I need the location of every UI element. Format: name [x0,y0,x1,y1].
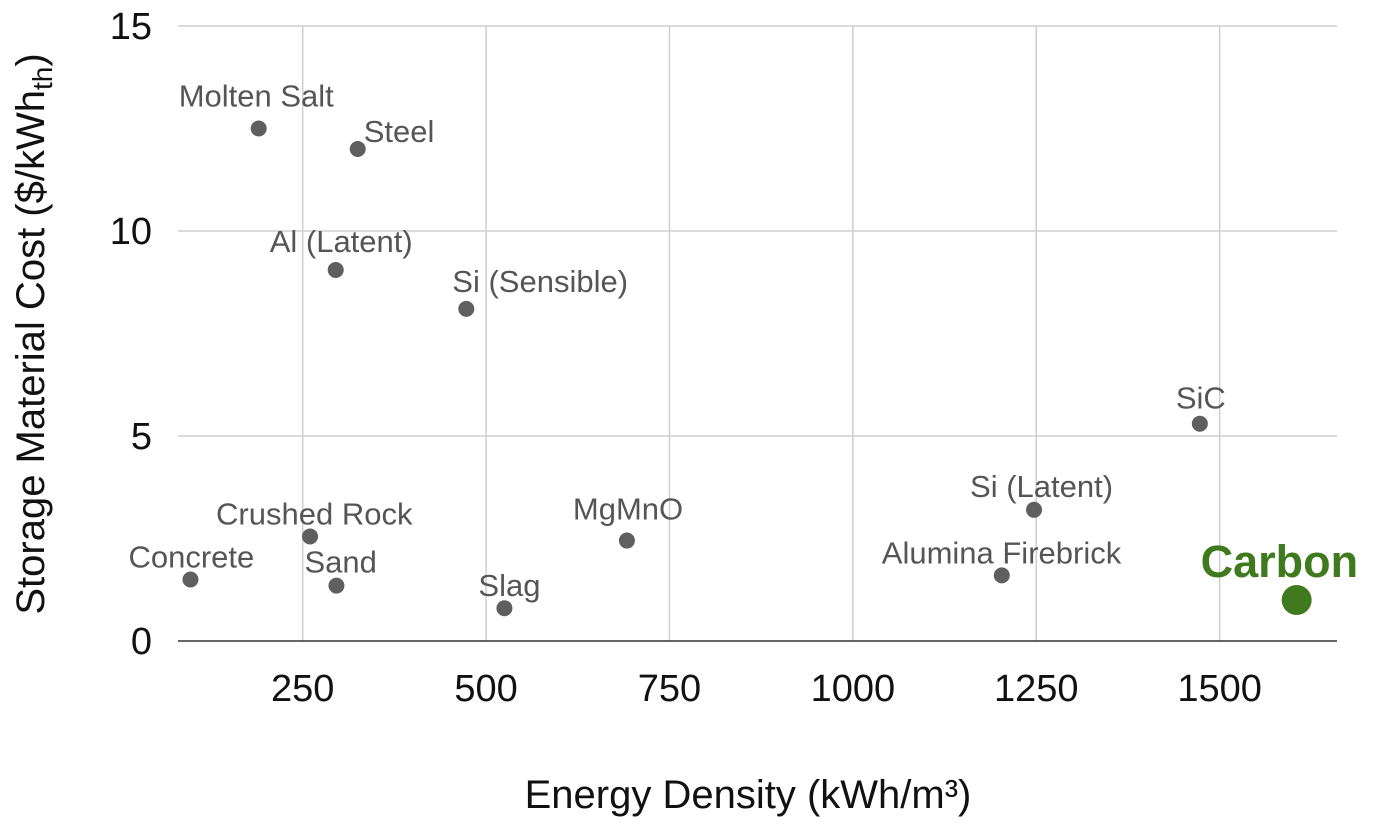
x-tick-label-1000: 1000 [811,668,896,710]
y-tick-label-0: 0 [131,621,152,663]
point-label-concrete: Concrete [128,540,254,575]
y-tick-label-5: 5 [131,416,152,458]
point-label-sand: Sand [304,545,376,580]
y-axis-title-subscript: th [27,67,58,90]
y-tick-label-10: 10 [110,211,152,253]
data-point-sic [1191,415,1208,432]
data-point-steel [349,141,366,157]
y-tick-label-15: 15 [110,6,152,48]
y-axis-title: Storage Material Cost ($/kWhth) [9,53,58,614]
data-point-slag [496,600,513,617]
data-point-si-latent [1026,501,1043,518]
point-label-carbon: Carbon [1201,536,1359,587]
chart-point-labels: Molten Salt Steel Al (Latent) Si (Sensible)… [128,79,1358,604]
x-tick-label-500: 500 [454,668,517,710]
y-axis-title-close: ) [9,53,53,66]
x-tick-label-1250: 1250 [994,668,1079,710]
point-label-mgmno: MgMnO [573,492,683,527]
data-point-alumina-firebrick [993,567,1010,584]
point-label-crushed-rock: Crushed Rock [216,496,413,531]
data-point-carbon [1281,585,1312,615]
point-label-al-latent: Al (Latent) [270,224,413,259]
chart-points [182,120,1312,617]
data-point-concrete [182,571,199,588]
chart-axes: 250 500 750 1000 1250 1500 0 5 10 15 [110,6,1337,710]
data-point-al-latent [327,261,344,278]
point-label-slag: Slag [478,568,540,603]
point-label-molten-salt: Molten Salt [179,79,334,114]
data-point-molten-salt [250,120,267,137]
point-label-sic: SiC [1176,381,1226,416]
point-label-alumina-firebrick: Alumina Firebrick [882,535,1122,570]
x-tick-label-750: 750 [638,668,701,710]
x-tick-label-250: 250 [271,668,334,710]
x-axis-title: Energy Density (kWh/m³) [525,773,972,817]
y-axis-title-main: Storage Material Cost ($/kWh [9,90,53,615]
chart-grid [178,25,1337,641]
point-label-si-sensible: Si (Sensible) [452,264,628,299]
point-label-si-latent: Si (Latent) [970,469,1113,504]
data-point-mgmno [618,532,635,549]
data-point-sand [328,577,345,594]
data-point-crushed-rock [302,528,319,545]
point-label-steel: Steel [364,114,435,149]
data-point-si-sensible [458,300,475,317]
x-tick-label-1500: 1500 [1177,668,1262,710]
